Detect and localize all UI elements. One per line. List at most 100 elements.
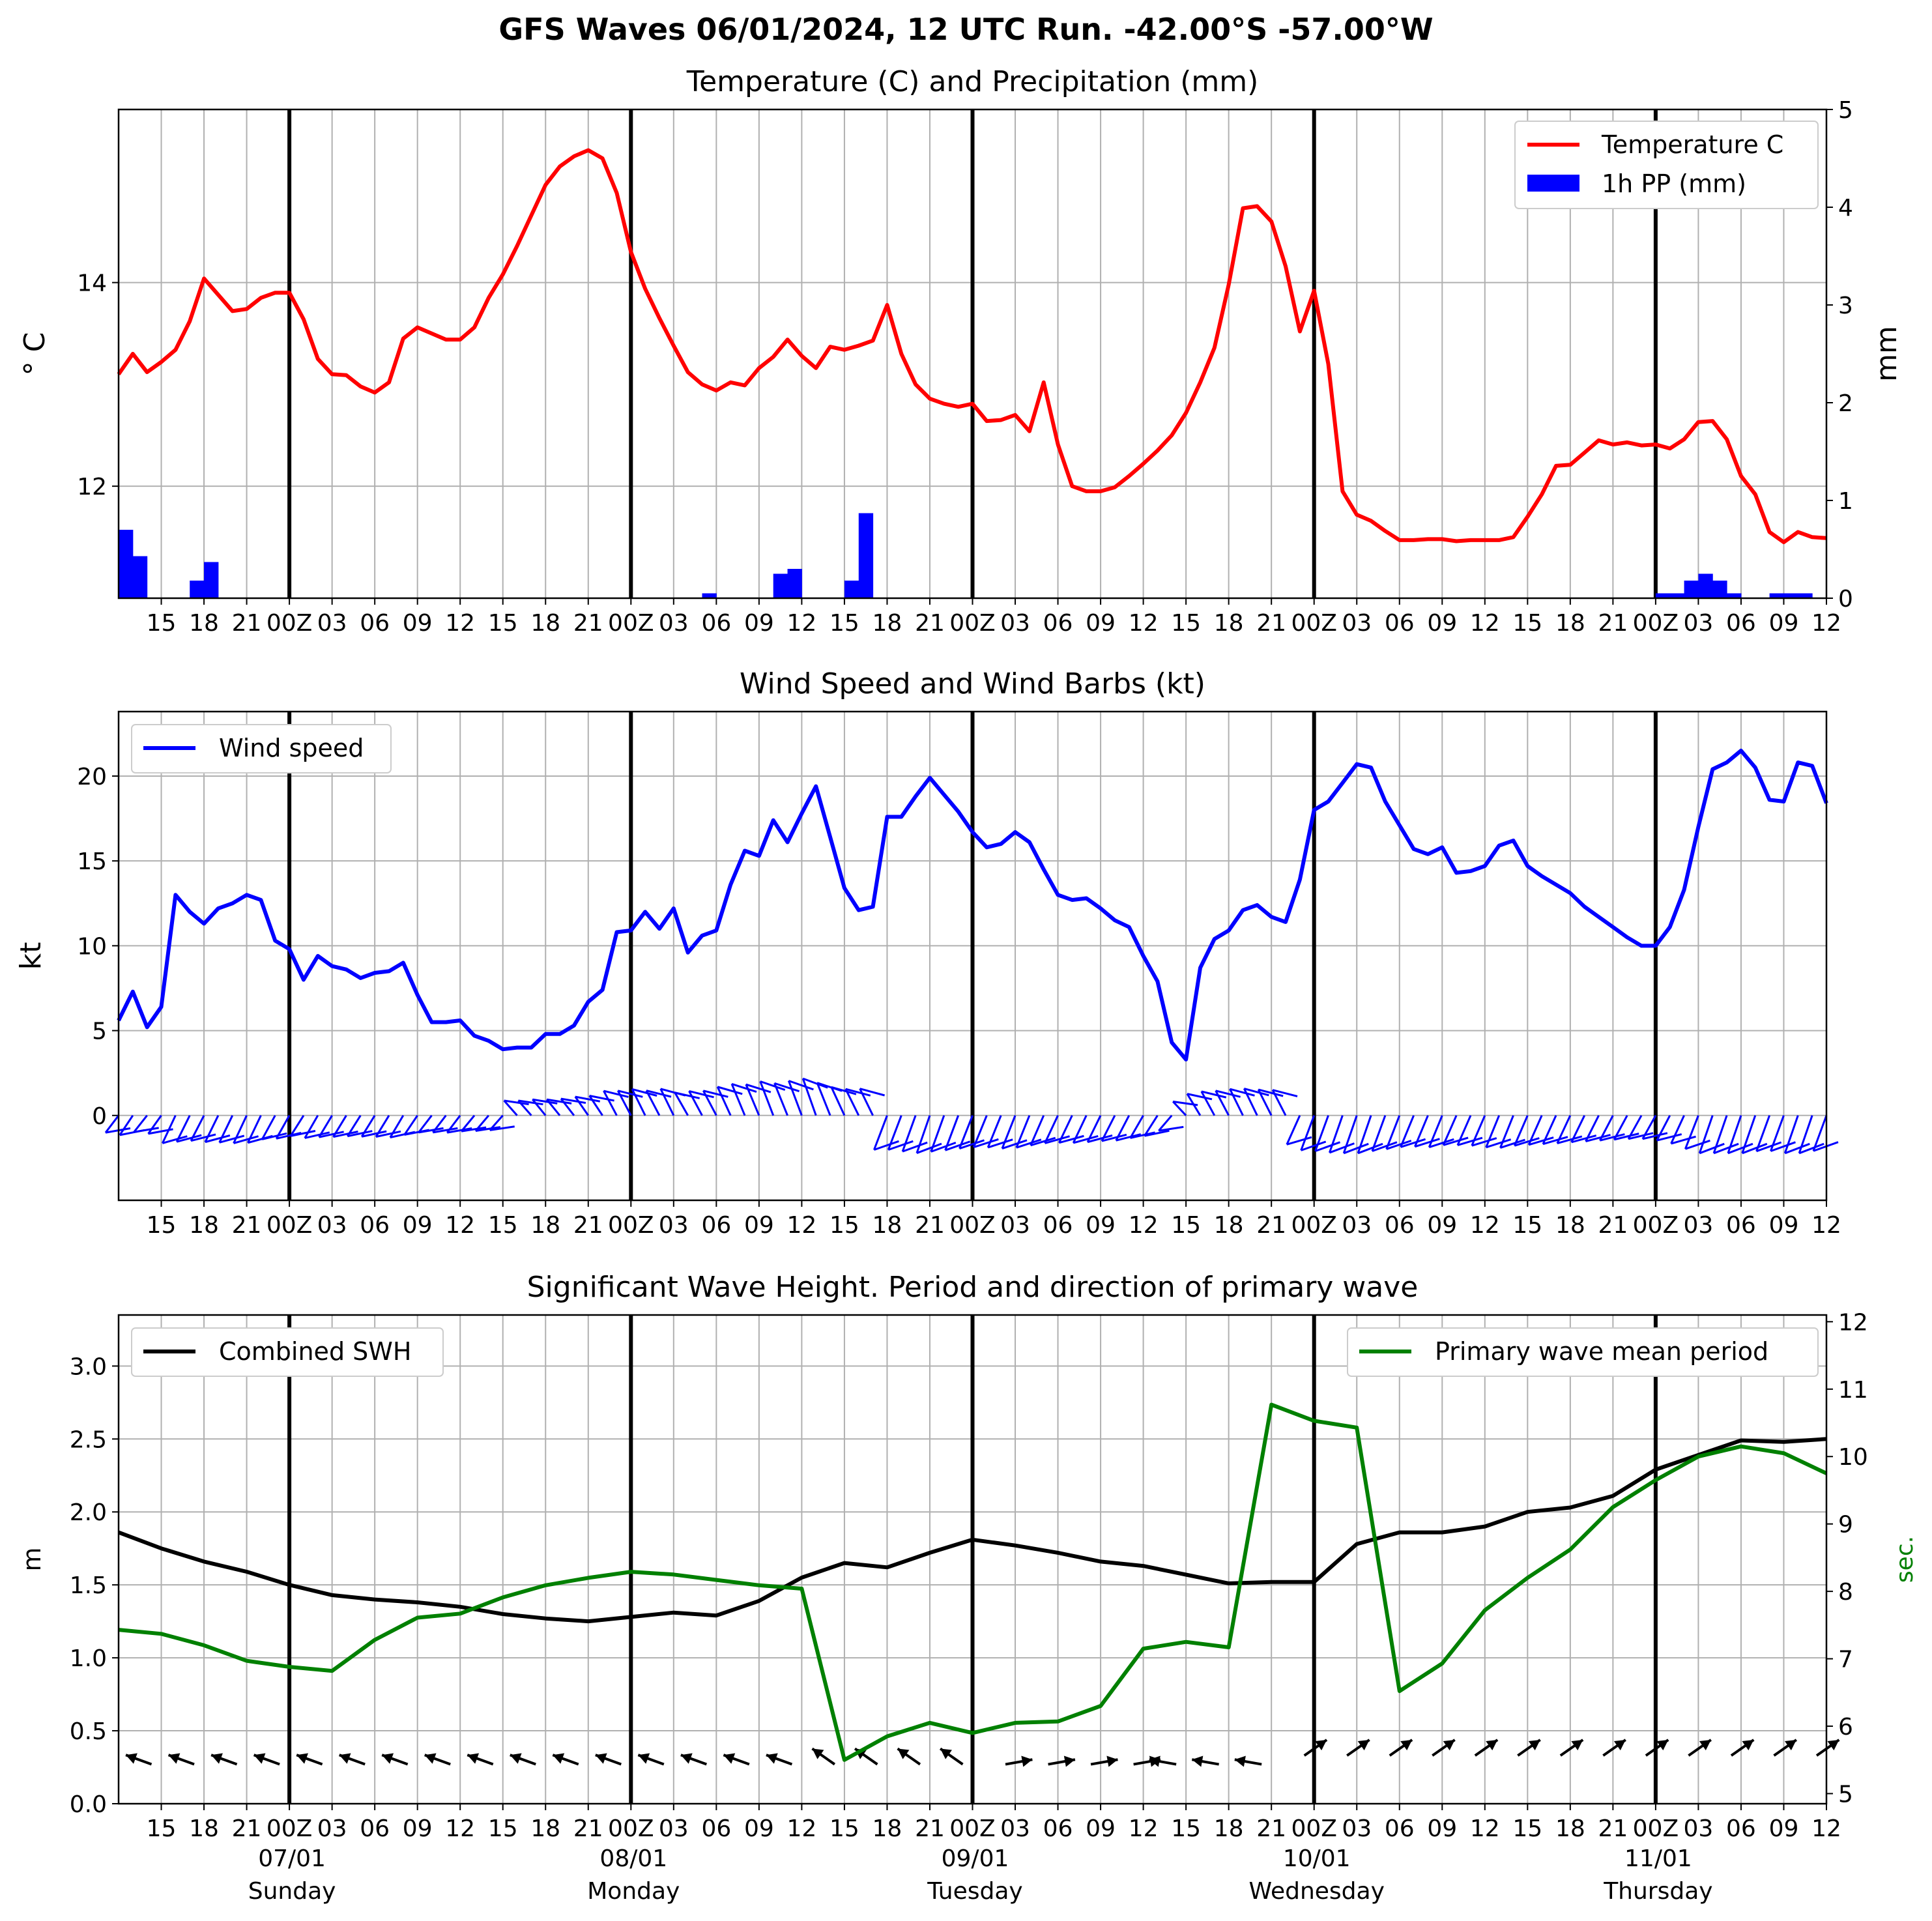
wind-barb-feather [433,1127,458,1134]
wave-direction-arrowhead [1357,1740,1370,1751]
wind-barb [603,1090,618,1116]
wind-barb-feather [319,1131,344,1138]
x-tick-label: 06 [360,610,390,637]
wave-direction-arrowhead [1613,1740,1626,1751]
wind-barb [887,1115,902,1151]
y2-tick-label: 6 [1838,1714,1853,1740]
wave-direction-arrowhead [1192,1755,1204,1767]
wind-barb [347,1114,362,1137]
x-tick-label: 15 [147,1815,177,1842]
y2-tick-label: 4 [1838,195,1853,222]
wind-barb-feather [1514,1137,1540,1147]
wave-direction-arrowhead [1656,1740,1669,1751]
wind-barb-feather [461,1126,487,1133]
precip-bar [787,569,802,598]
wave-direction-arrowhead [467,1753,480,1764]
x-tick-label: 15 [829,1212,859,1239]
wind-barb [147,1114,162,1134]
wind-barb-feather [1684,1139,1710,1150]
wind-barb-feather [1542,1136,1568,1146]
wind-barb [104,1114,120,1134]
x-tick-label: 00Z [608,1815,654,1842]
x-tick-label: 09 [744,610,774,637]
precip-bar [1769,593,1784,598]
wave-direction-arrowhead [1106,1755,1118,1767]
x-tick-label: 18 [1555,610,1585,637]
wind-barb [1613,1115,1628,1140]
x-tick-label: 18 [1555,1212,1585,1239]
wind-barb [916,1115,931,1154]
wind-barb [688,1090,703,1116]
wind-barb-feather [1428,1138,1454,1148]
wind-barb-feather [774,1082,800,1093]
wind-barb [1072,1115,1088,1144]
x-tick-label: 09 [403,1815,433,1842]
wind-barb [631,1088,646,1116]
wind-barb-feather [1613,1133,1639,1141]
legend-wind-label: Wind speed [219,734,364,762]
x-tick-label: 12 [786,1815,816,1842]
wind-barb [1727,1115,1742,1154]
day-label: Tuesday [927,1878,1022,1905]
wind-barb-feather [1600,1133,1625,1142]
wind-barb [418,1114,433,1133]
y2-tick-label: 3 [1838,293,1853,319]
wind-barb-feather [959,1139,985,1149]
wind-barb-feather [745,1083,771,1093]
wind-barb-feather [347,1130,373,1138]
x-tick-label: 21 [573,610,603,637]
x-tick-label: 12 [1811,1815,1841,1842]
precip-bar [1655,593,1671,598]
x-tick-label: 15 [147,610,177,637]
wind-barb [1357,1115,1372,1154]
wind-barb [1257,1089,1273,1116]
date-label: 10/01 [1283,1845,1351,1872]
wind-barb [901,1115,917,1152]
wind-barb [745,1084,760,1116]
legend-box [131,1327,444,1377]
wind-barb [474,1114,490,1132]
wind-barb-feather [802,1077,828,1089]
x-tick-label: 15 [1512,1212,1542,1239]
x-tick-label: 15 [488,1212,518,1239]
wind-barb-feather [1642,1132,1668,1140]
x-tick-label: 00Z [608,610,654,637]
wind-barb [432,1114,447,1133]
wind-barb-feather [788,1080,814,1091]
wind-barb [1030,1115,1045,1146]
x-tick-label: 00Z [1633,1212,1679,1239]
x-tick-label: 21 [1598,1815,1628,1842]
wind-barb [801,1078,817,1116]
wave-direction-arrowhead [1234,1755,1246,1767]
wind-barb [360,1115,376,1138]
wind-barb-feather [631,1088,657,1097]
wind-barb-feather [1272,1089,1298,1097]
wind-barb-feather [1713,1142,1739,1155]
x-tick-label: 12 [445,1212,475,1239]
wind-barb-feather [1671,1135,1696,1145]
wind-barb-feather [1315,1141,1341,1152]
wind-barb-feather [646,1090,672,1098]
x-tick-label: 09 [1769,1212,1799,1239]
wind-barb-feather [1116,1133,1142,1142]
precip-bar [119,530,134,598]
x-tick-label: 12 [786,610,816,637]
wind-barb-feather [1087,1134,1113,1144]
wind-barb-feather [261,1132,287,1140]
x-tick-label: 06 [1726,610,1756,637]
x-tick-label: 06 [1726,1212,1756,1239]
axes-frame [117,710,1828,1202]
y2-tick-label: 1 [1838,488,1853,515]
wind-speed-line [117,748,1828,1062]
x-tick-label: 21 [232,1212,262,1239]
x-tick-label: 03 [317,1212,347,1239]
wind-barb [959,1115,973,1149]
x-tick-label: 15 [829,1815,859,1842]
wind-barb [1812,1115,1828,1151]
panel-title: Wind Speed and Wind Barbs (kt) [740,667,1205,701]
figure-title: GFS Waves 06/01/2024, 12 UTC Run. -42.00… [498,12,1434,47]
x-tick-label: 18 [1214,610,1244,637]
legend-box [1347,1327,1819,1377]
wind-barb-feather [945,1140,971,1151]
